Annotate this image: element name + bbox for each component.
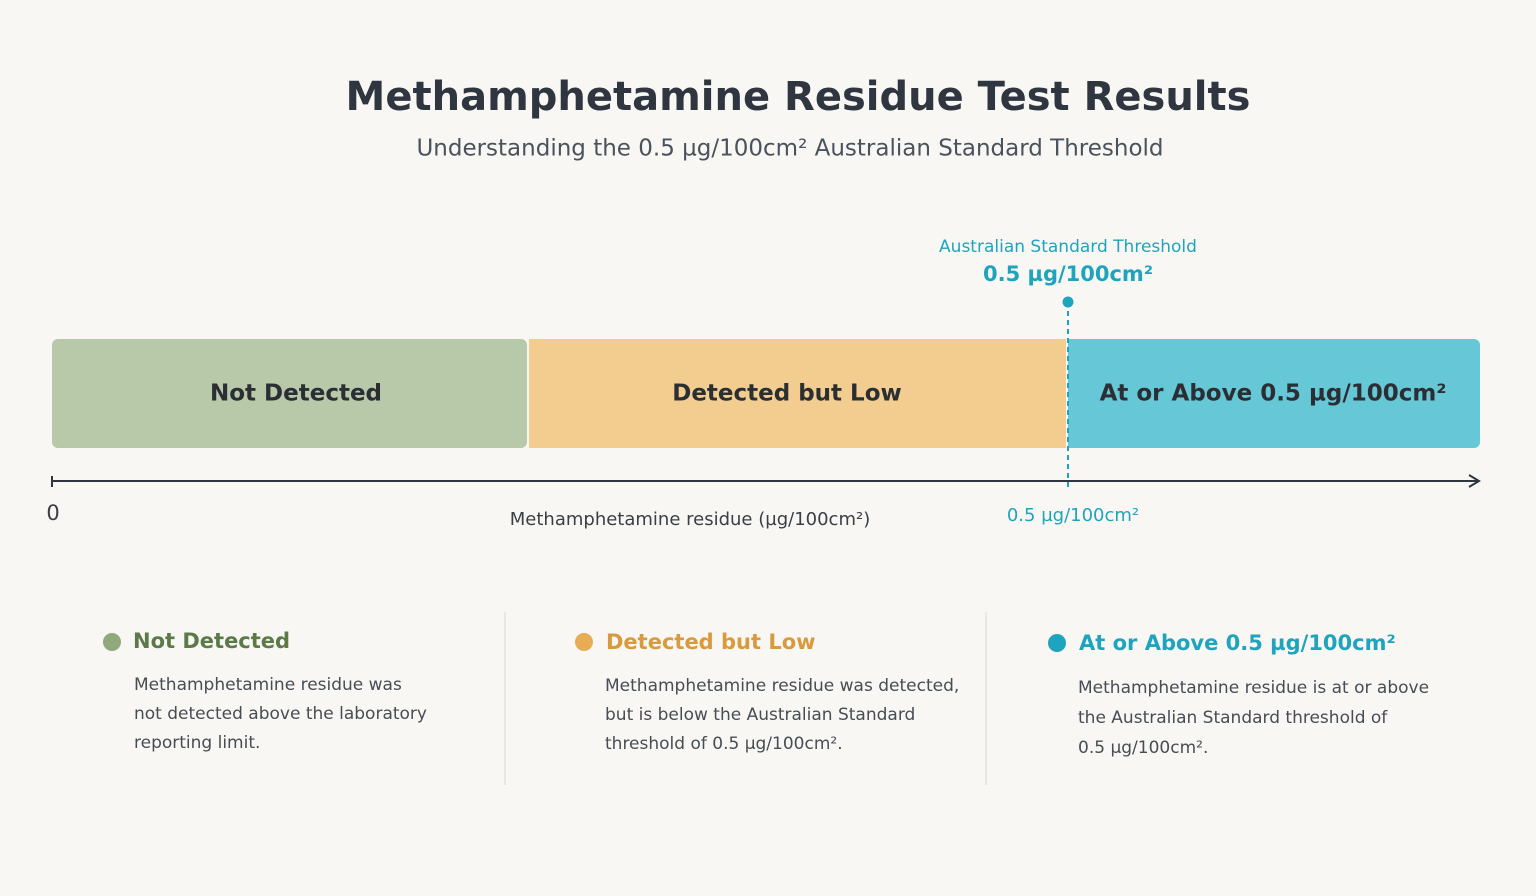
legend-title: Detected but Low bbox=[606, 630, 816, 654]
subtitle: Understanding the 0.5 µg/100cm² Australi… bbox=[416, 136, 1163, 162]
axis-arrow bbox=[1468, 474, 1481, 488]
legend-title: At or Above 0.5 µg/100cm² bbox=[1079, 631, 1396, 655]
legend-text: the Australian Standard threshold of bbox=[1078, 708, 1388, 728]
legend-title: Not Detected bbox=[133, 629, 290, 653]
band bbox=[529, 339, 1066, 448]
axis-label: Methamphetamine residue (µg/100cm²) bbox=[510, 509, 870, 530]
band bbox=[52, 339, 527, 448]
band-label: Detected but Low bbox=[672, 381, 902, 407]
legend-dot bbox=[1048, 634, 1066, 652]
threshold-dot bbox=[1062, 296, 1074, 308]
legend-text: Methamphetamine residue is at or above bbox=[1078, 678, 1429, 698]
axis-threshold-label: 0.5 µg/100cm² bbox=[1007, 505, 1139, 526]
legend-text: reporting limit. bbox=[134, 733, 260, 753]
legend-text: but is below the Australian Standard bbox=[605, 705, 915, 725]
band bbox=[1068, 339, 1480, 448]
legend-dot bbox=[103, 633, 121, 651]
band-label: At or Above 0.5 µg/100cm² bbox=[1100, 381, 1447, 407]
band-edge bbox=[1068, 339, 1078, 448]
legend-item: At or Above 0.5 µg/100cm² Methamphetamin… bbox=[1048, 631, 1429, 758]
legend-dot bbox=[575, 633, 593, 651]
legend-text: Methamphetamine residue was bbox=[134, 675, 402, 695]
legend-text: 0.5 µg/100cm². bbox=[1078, 738, 1208, 758]
legend-text: threshold of 0.5 µg/100cm². bbox=[605, 734, 843, 754]
legend-text: Methamphetamine residue was detected, bbox=[605, 676, 959, 696]
legend-text: not detected above the laboratory bbox=[134, 704, 427, 724]
title: Methamphetamine Residue Test Results bbox=[346, 74, 1251, 120]
threshold-label: Australian Standard Threshold bbox=[939, 237, 1197, 257]
threshold-value: 0.5 µg/100cm² bbox=[983, 262, 1153, 286]
legend-item: Detected but Low Methamphetamine residue… bbox=[575, 630, 959, 754]
legend-item: Not Detected Methamphetamine residue was… bbox=[103, 629, 427, 753]
band-label: Not Detected bbox=[210, 381, 382, 407]
axis-origin: 0 bbox=[46, 501, 59, 525]
